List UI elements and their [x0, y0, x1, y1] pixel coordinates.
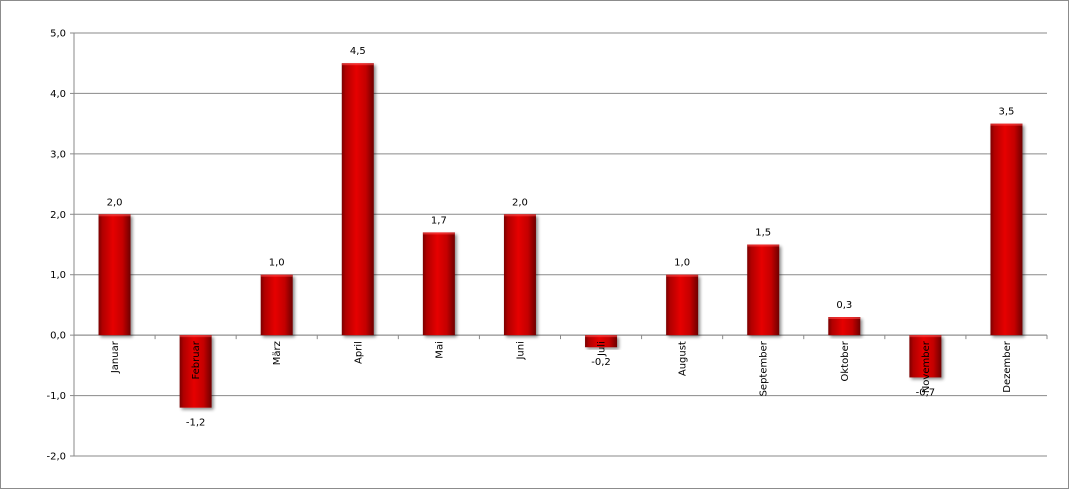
- bar-highlight: [98, 214, 131, 217]
- bar-februar: [179, 335, 212, 408]
- bar-highlight: [422, 232, 455, 235]
- bar-highlight: [341, 63, 374, 66]
- data-label: 1,7: [431, 215, 447, 226]
- y-tick-label: 3,0: [50, 149, 66, 160]
- bar-highlight: [747, 244, 780, 247]
- x-category-label: August: [678, 341, 689, 376]
- bar-m-rz: [260, 274, 293, 336]
- labels: 2,0 -1,2 1,0 4,5 1,7 2,0 -0,2 1,0 1,5 0,3 -0,7 3,5 J…: [107, 46, 1015, 428]
- y-tick-label: 0,0: [50, 331, 66, 342]
- y-tick-label: 2,0: [50, 210, 66, 221]
- bar-april: [341, 63, 374, 336]
- y-tick-label: -2,0: [46, 452, 66, 463]
- bar-juli: [585, 335, 618, 348]
- y-tick-label: -1,0: [46, 391, 66, 402]
- bar-mai: [422, 232, 455, 336]
- data-label: 3,5: [999, 107, 1015, 118]
- x-category-label: Februar: [191, 340, 202, 379]
- x-category-label: November: [921, 340, 932, 393]
- bar-highlight: [503, 214, 536, 217]
- bars: [98, 63, 1023, 408]
- x-category-label: Januar: [110, 340, 121, 374]
- data-label: 2,0: [512, 197, 528, 208]
- bar-juni: [503, 214, 536, 336]
- bar-highlight: [909, 335, 942, 338]
- bar-oktober: [828, 317, 861, 336]
- data-label: 1,5: [755, 228, 771, 239]
- x-category-label: Mai: [434, 341, 445, 359]
- bar-highlight: [828, 317, 861, 320]
- gridlines: [74, 32, 1047, 457]
- bar-highlight: [179, 335, 212, 338]
- data-label: -0,7: [916, 387, 936, 398]
- data-label: 1,0: [674, 258, 690, 269]
- y-tick-label: 5,0: [50, 29, 66, 40]
- bar-highlight: [666, 274, 699, 277]
- bar-highlight: [585, 335, 618, 338]
- bar-november: [909, 335, 942, 378]
- x-category-label: September: [759, 340, 770, 396]
- axes: -2,0 -1,0 0,0 1,0 2,0 3,0 4,0 5,0: [46, 29, 1048, 463]
- bar-september: [747, 244, 780, 336]
- x-category-label: Juni: [515, 341, 526, 360]
- x-category-label: März: [272, 341, 283, 365]
- data-label: 4,5: [350, 46, 366, 57]
- x-category-label: April: [353, 341, 364, 364]
- data-label: -0,2: [591, 357, 611, 368]
- bar-august: [666, 274, 699, 336]
- data-label: 2,0: [107, 197, 123, 208]
- x-category-label: Oktober: [840, 340, 851, 381]
- x-category-label: Dezember: [1002, 340, 1013, 392]
- bar-highlight: [260, 274, 293, 277]
- data-label: 1,0: [269, 258, 285, 269]
- data-label: -1,2: [186, 418, 206, 429]
- x-category-label: Juli: [597, 341, 608, 357]
- y-tick-label: 4,0: [50, 89, 66, 100]
- data-label: 0,3: [836, 300, 852, 311]
- bar-januar: [98, 214, 131, 336]
- y-tick-label: 1,0: [50, 270, 66, 281]
- bar-highlight: [990, 123, 1023, 126]
- bar-dezember: [990, 123, 1023, 336]
